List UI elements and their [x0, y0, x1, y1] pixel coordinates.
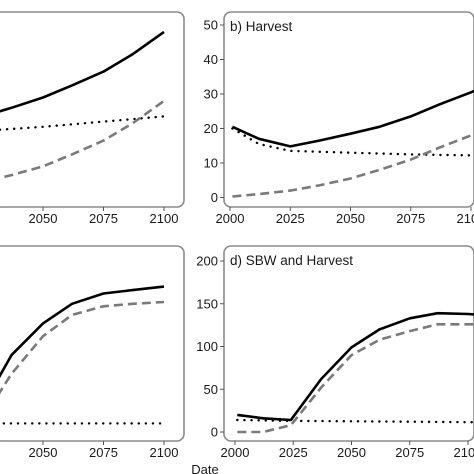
y-tick-label: 200 — [196, 254, 218, 269]
y-tick-label: 50 — [204, 382, 218, 397]
x-tick-label: 2000 — [221, 445, 250, 460]
series-line-solid — [0, 285, 165, 379]
y-tick-label: 50 — [204, 18, 218, 33]
panel-frame — [0, 11, 185, 208]
panel-d: 2000 2025 2050 2075 2100 0 50 100 150 200 d) SBW a… — [196, 245, 474, 460]
x-tick-label: 2075 — [395, 445, 424, 460]
series-line-dashed — [232, 132, 474, 198]
y-tick-label: 40 — [204, 52, 218, 67]
x-tick-label: 2050 — [336, 211, 365, 226]
series-line-dashed — [237, 323, 474, 434]
panel-frame — [0, 245, 185, 442]
panel-a: 2050 2075 2100 — [0, 11, 185, 226]
y-tick-label: 20 — [204, 121, 218, 136]
x-tick-label: 2025 — [276, 211, 305, 226]
x-tick-label: 2100 — [457, 211, 474, 226]
series-line-dotted — [236, 418, 474, 424]
x-tick-label: 2000 — [216, 211, 245, 226]
series-line-solid — [231, 89, 474, 148]
series-line-dashed — [0, 300, 165, 395]
y-tick-label: 0 — [211, 425, 218, 440]
x-tick-label: 2050 — [29, 211, 58, 226]
x-tick-label: 2050 — [337, 445, 366, 460]
y-tick-label: 100 — [196, 339, 218, 354]
y-tick-label: 30 — [204, 87, 218, 102]
series-line-solid — [0, 30, 165, 113]
y-tick-label: 10 — [204, 156, 218, 171]
x-tick-label: 2100 — [454, 445, 474, 460]
x-tick-label: 2050 — [29, 445, 58, 460]
panel-b: 2000 2025 2050 2075 2100 0 10 20 30 40 50 b) Harves… — [204, 11, 474, 226]
x-tick-label: 2100 — [150, 211, 179, 226]
y-tick-label: 0 — [211, 190, 218, 205]
x-tick-label: 2025 — [279, 445, 308, 460]
x-tick-label: 2075 — [396, 211, 425, 226]
panel-title: b) Harvest — [230, 19, 293, 34]
shared-x-axis-label: Date — [191, 462, 218, 474]
panel-frame — [223, 245, 474, 442]
x-tick-label: 2075 — [89, 211, 118, 226]
series-line-dotted — [0, 115, 166, 131]
x-tick-label: 2075 — [89, 445, 118, 460]
series-line-dashed — [0, 99, 165, 180]
series-line-solid — [237, 311, 474, 422]
panel-frame — [223, 11, 474, 208]
x-tick-label: 2100 — [150, 445, 179, 460]
y-tick-label: 150 — [196, 296, 218, 311]
panel-title: d) SBW and Harvest — [230, 253, 353, 268]
